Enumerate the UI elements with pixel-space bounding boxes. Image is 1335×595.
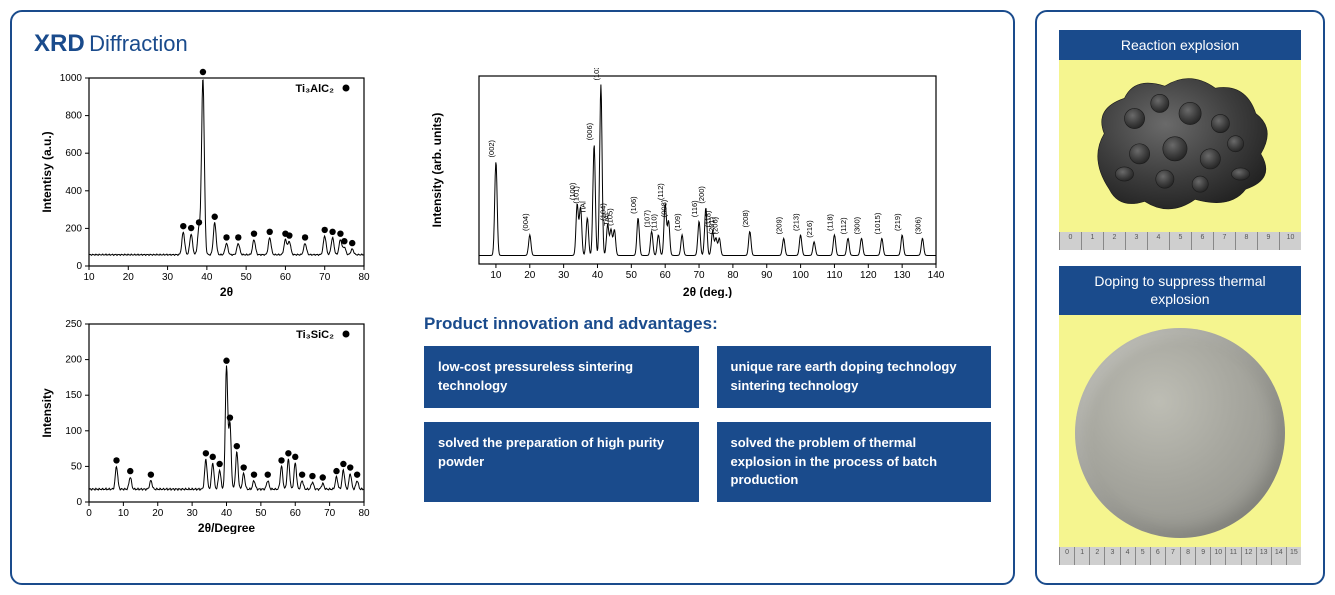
- rock-image: [1079, 68, 1281, 220]
- svg-text:60: 60: [660, 270, 672, 281]
- svg-text:140: 140: [928, 270, 944, 281]
- svg-text:50: 50: [626, 270, 638, 281]
- svg-text:1000: 1000: [60, 73, 83, 84]
- disc-image: [1075, 328, 1285, 538]
- svg-text:20: 20: [123, 272, 135, 283]
- svg-text:(200): (200): [697, 186, 706, 204]
- advantage-item: unique rare earth doping technology sint…: [717, 346, 992, 408]
- svg-text:20: 20: [524, 270, 536, 281]
- svg-text:110: 110: [826, 270, 842, 281]
- svg-text:(213): (213): [792, 213, 801, 231]
- svg-text:30: 30: [558, 270, 570, 281]
- svg-text:100: 100: [65, 426, 82, 437]
- svg-text:(306): (306): [913, 216, 922, 234]
- photo-caption: Reaction explosion: [1059, 30, 1301, 60]
- svg-text:80: 80: [727, 270, 739, 281]
- svg-text:50: 50: [255, 508, 267, 519]
- svg-text:(006): (006): [585, 122, 594, 140]
- svg-text:0: 0: [76, 497, 82, 508]
- svg-text:TiAl: TiAl: [578, 201, 587, 214]
- svg-text:(219): (219): [893, 213, 902, 231]
- svg-text:(1015): (1015): [873, 212, 882, 234]
- advantages-title: Product innovation and advantages:: [424, 314, 991, 334]
- svg-text:10: 10: [490, 270, 502, 281]
- svg-text:0: 0: [86, 508, 92, 519]
- photo-body: 012345678910: [1059, 60, 1301, 250]
- svg-text:(208): (208): [741, 210, 750, 228]
- svg-text:(206): (206): [710, 216, 719, 234]
- panel-title: XRD Diffraction: [34, 30, 991, 58]
- ruler: 0123456789101112131415: [1059, 547, 1301, 565]
- svg-text:2θ: 2θ: [220, 285, 233, 298]
- svg-text:(112): (112): [839, 217, 848, 234]
- svg-text:30: 30: [187, 508, 199, 519]
- svg-text:80: 80: [358, 272, 370, 283]
- svg-text:10: 10: [118, 508, 130, 519]
- svg-text:100: 100: [792, 270, 809, 281]
- chart-wide-labeled: 10 20 30 40 50 60 70 80 90 100 110 120 130 140 2θ (deg…: [424, 68, 991, 298]
- svg-text:20: 20: [152, 508, 164, 519]
- svg-text:(209): (209): [775, 216, 784, 234]
- svg-text:90: 90: [761, 270, 773, 281]
- advantages-section: Product innovation and advantages: low-c…: [424, 314, 991, 502]
- svg-text:130: 130: [894, 270, 911, 281]
- title-light: Diffraction: [89, 31, 188, 56]
- svg-text:(103): (103): [592, 68, 601, 81]
- svg-text:600: 600: [65, 148, 82, 159]
- chart-ti3alc2: 1020304050607080020040060080010002θInten…: [34, 68, 384, 298]
- svg-text:60: 60: [280, 272, 292, 283]
- svg-text:(118): (118): [825, 213, 834, 230]
- svg-text:400: 400: [65, 186, 82, 197]
- svg-text:(106): (106): [629, 196, 638, 214]
- photo-caption: Doping to suppress thermal explosion: [1059, 266, 1301, 314]
- svg-text:Intentisy (a.u.): Intentisy (a.u.): [40, 131, 54, 212]
- svg-text:0: 0: [76, 261, 82, 272]
- svg-text:200: 200: [65, 355, 82, 366]
- svg-text:800: 800: [65, 111, 82, 122]
- advantage-item: low-cost pressureless sintering technolo…: [424, 346, 699, 408]
- chart-ti3sic2: 0 10 20 30 40 50 60 70 80 0 50 100 150 200 250 2θ/Degre…: [34, 314, 384, 534]
- svg-text:(002): (002): [487, 139, 496, 157]
- svg-text:40: 40: [201, 272, 213, 283]
- svg-text:200: 200: [65, 223, 82, 234]
- ruler: 012345678910: [1059, 232, 1301, 250]
- svg-text:(109): (109): [673, 213, 682, 231]
- photo-card-reaction: Reaction explosion: [1059, 30, 1301, 250]
- svg-text:2θ (deg.): 2θ (deg.): [683, 285, 732, 298]
- photo-panel: Reaction explosion: [1035, 10, 1325, 585]
- svg-text:50: 50: [241, 272, 253, 283]
- svg-text:(008): (008): [660, 199, 669, 217]
- svg-text:(300): (300): [853, 216, 862, 234]
- svg-text:(112): (112): [656, 183, 665, 200]
- svg-text:40: 40: [592, 270, 604, 281]
- advantage-item: solved the problem of thermal explosion …: [717, 422, 992, 503]
- svg-text:70: 70: [324, 508, 336, 519]
- svg-text:50: 50: [71, 461, 83, 472]
- title-strong: XRD: [34, 30, 85, 57]
- svg-text:Ti₃AlC₂: Ti₃AlC₂: [296, 83, 335, 95]
- xrd-panel: XRD Diffraction 102030405060708002004006…: [10, 10, 1015, 585]
- photo-body: 0123456789101112131415: [1059, 315, 1301, 565]
- svg-text:60: 60: [290, 508, 302, 519]
- svg-text:40: 40: [221, 508, 233, 519]
- svg-text:(216): (216): [805, 220, 814, 238]
- svg-text:Intensity: Intensity: [40, 388, 54, 438]
- svg-text:(101): (101): [572, 186, 581, 204]
- svg-text:(105): (105): [605, 208, 614, 226]
- svg-text:(110): (110): [649, 213, 658, 230]
- advantage-item: solved the preparation of high purity po…: [424, 422, 699, 503]
- svg-text:(004): (004): [521, 213, 530, 231]
- svg-text:Ti₃SiC₂: Ti₃SiC₂: [296, 329, 334, 341]
- svg-text:150: 150: [65, 390, 82, 401]
- photo-card-doping: Doping to suppress thermal explosion 012…: [1059, 266, 1301, 564]
- svg-text:80: 80: [358, 508, 370, 519]
- svg-text:Intensity (arb. units): Intensity (arb. units): [430, 113, 444, 228]
- svg-text:70: 70: [319, 272, 331, 283]
- svg-text:70: 70: [693, 270, 705, 281]
- svg-text:2θ/Degree: 2θ/Degree: [198, 521, 256, 534]
- svg-text:250: 250: [65, 319, 82, 330]
- svg-text:10: 10: [83, 272, 95, 283]
- svg-text:120: 120: [860, 270, 877, 281]
- svg-text:30: 30: [162, 272, 174, 283]
